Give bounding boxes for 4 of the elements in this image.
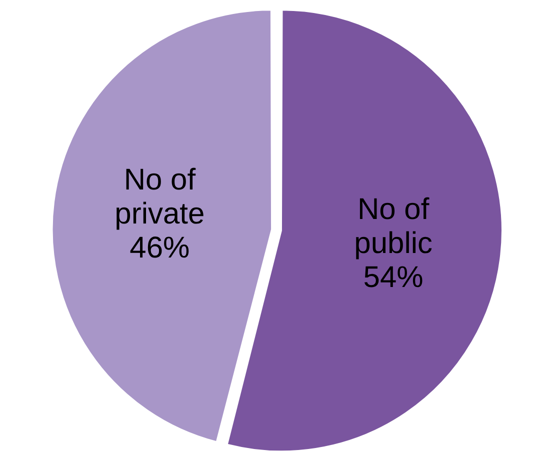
- slice-label: No of public: [354, 193, 433, 260]
- data-label: 46%: [130, 232, 190, 265]
- data-label: 54%: [363, 261, 424, 294]
- slice-label: No of private: [114, 164, 205, 231]
